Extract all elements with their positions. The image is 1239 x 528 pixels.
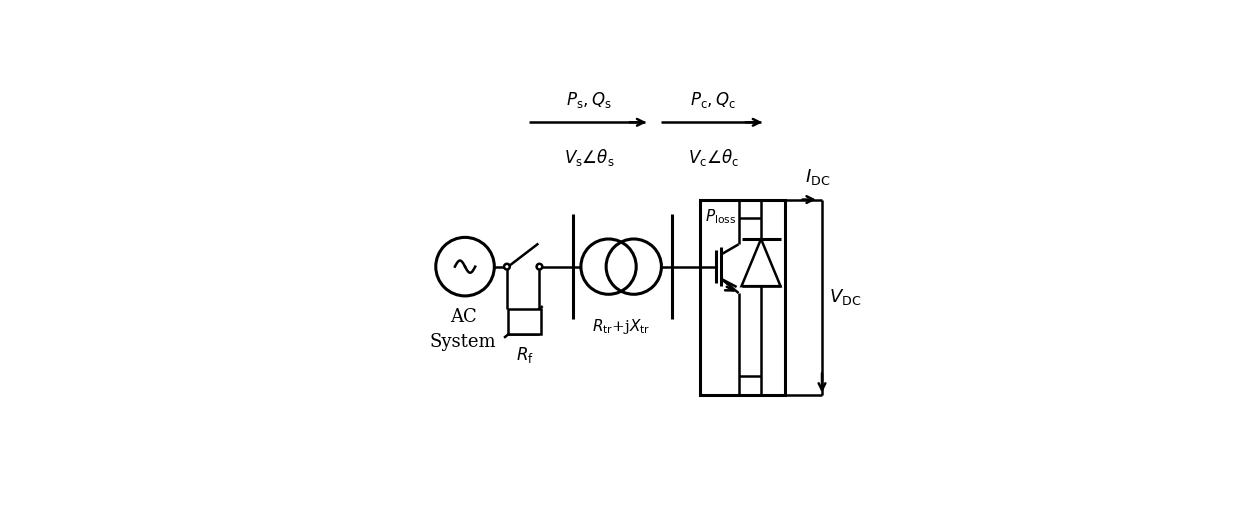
Text: $P_\mathrm{s},Q_\mathrm{s}$: $P_\mathrm{s},Q_\mathrm{s}$ — [566, 90, 612, 110]
Text: AC: AC — [450, 308, 476, 326]
Text: $P_\mathrm{c},Q_\mathrm{c}$: $P_\mathrm{c},Q_\mathrm{c}$ — [690, 90, 736, 110]
Text: $V_\mathrm{c}\angle\theta_\mathrm{c}$: $V_\mathrm{c}\angle\theta_\mathrm{c}$ — [688, 147, 738, 168]
Text: $V_\mathrm{DC}$: $V_\mathrm{DC}$ — [829, 287, 861, 307]
Text: $P_\mathrm{loss}$: $P_\mathrm{loss}$ — [705, 207, 736, 225]
Text: $V_\mathrm{s}\angle\theta_\mathrm{s}$: $V_\mathrm{s}\angle\theta_\mathrm{s}$ — [564, 147, 615, 168]
Text: $R_\mathrm{tr}$+j$X_\mathrm{tr}$: $R_\mathrm{tr}$+j$X_\mathrm{tr}$ — [592, 317, 650, 336]
Text: $R_\mathrm{f}$: $R_\mathrm{f}$ — [517, 345, 534, 365]
Bar — [508, 309, 540, 334]
Circle shape — [606, 239, 662, 294]
Circle shape — [581, 239, 636, 294]
Circle shape — [436, 238, 494, 296]
Bar — [700, 200, 786, 395]
Text: $I_\mathrm{DC}$: $I_\mathrm{DC}$ — [805, 167, 830, 187]
Text: System: System — [430, 333, 497, 351]
